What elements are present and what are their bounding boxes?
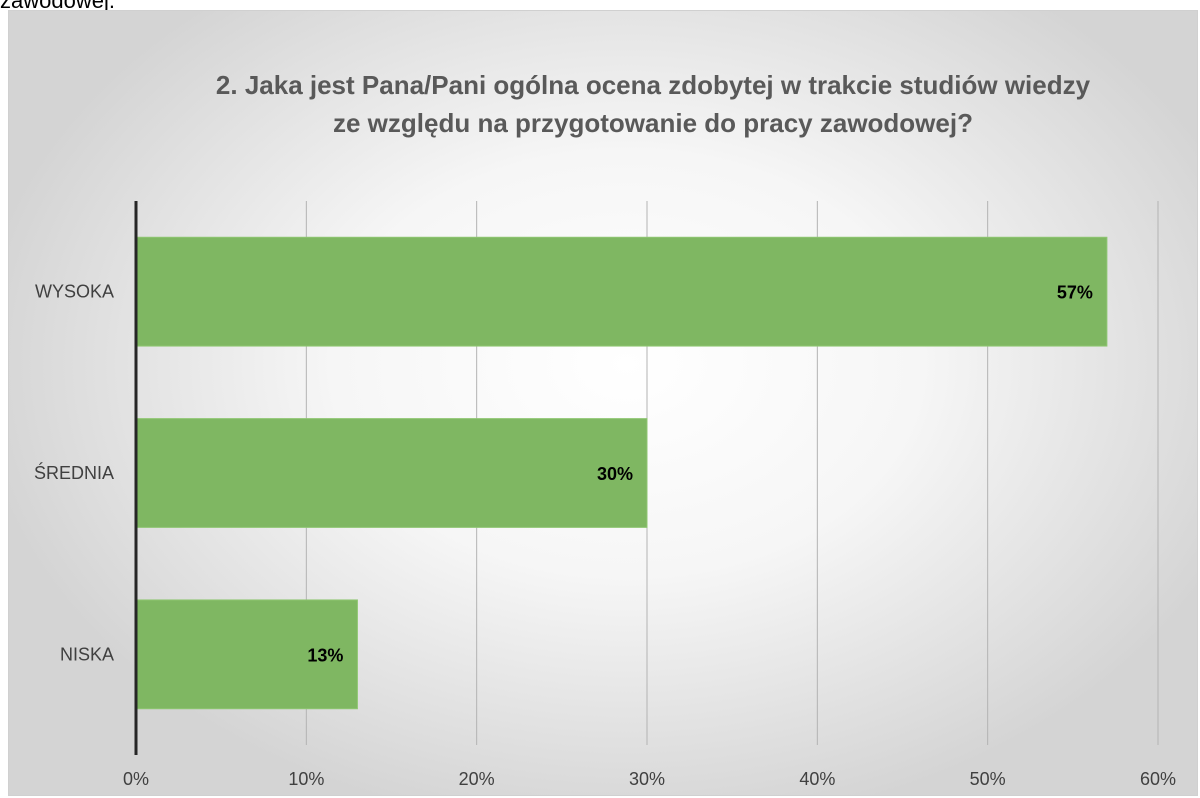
bar <box>135 236 1108 347</box>
chart-title-line-1: 2. Jaka jest Pana/Pani ogólna ocena zdob… <box>215 70 1091 100</box>
chart-title: 2. Jaka jest Pana/Pani ogólna ocena zdob… <box>139 66 1167 142</box>
data-label: 57% <box>1057 283 1093 303</box>
x-tick-label: 30% <box>629 769 665 789</box>
category-label: ŚREDNIA <box>34 462 114 483</box>
x-tick-label: 60% <box>1140 769 1176 789</box>
x-tick-label: 50% <box>970 769 1006 789</box>
category-label: WYSOKA <box>35 282 114 302</box>
category-label: NISKA <box>60 644 114 664</box>
data-label: 13% <box>307 645 343 665</box>
x-tick-label: 20% <box>459 769 495 789</box>
chart-title-line-2: ze względu na przygotowanie do pracy zaw… <box>333 108 973 138</box>
chart-area: 2. Jaka jest Pana/Pani ogólna ocena zdob… <box>8 10 1198 796</box>
bar <box>135 418 648 528</box>
data-label: 30% <box>597 464 633 484</box>
bar <box>135 599 358 710</box>
x-tick-label: 40% <box>799 769 835 789</box>
document-text-fragment: zawodowej. <box>0 0 115 13</box>
bar-chart-plot: WYSOKA 57% ŚREDNIA 30% NISKA 13% 0% 10% 20% 30% 40… <box>34 201 1176 789</box>
x-tick-label: 10% <box>288 769 324 789</box>
x-tick-label: 0% <box>123 769 149 789</box>
